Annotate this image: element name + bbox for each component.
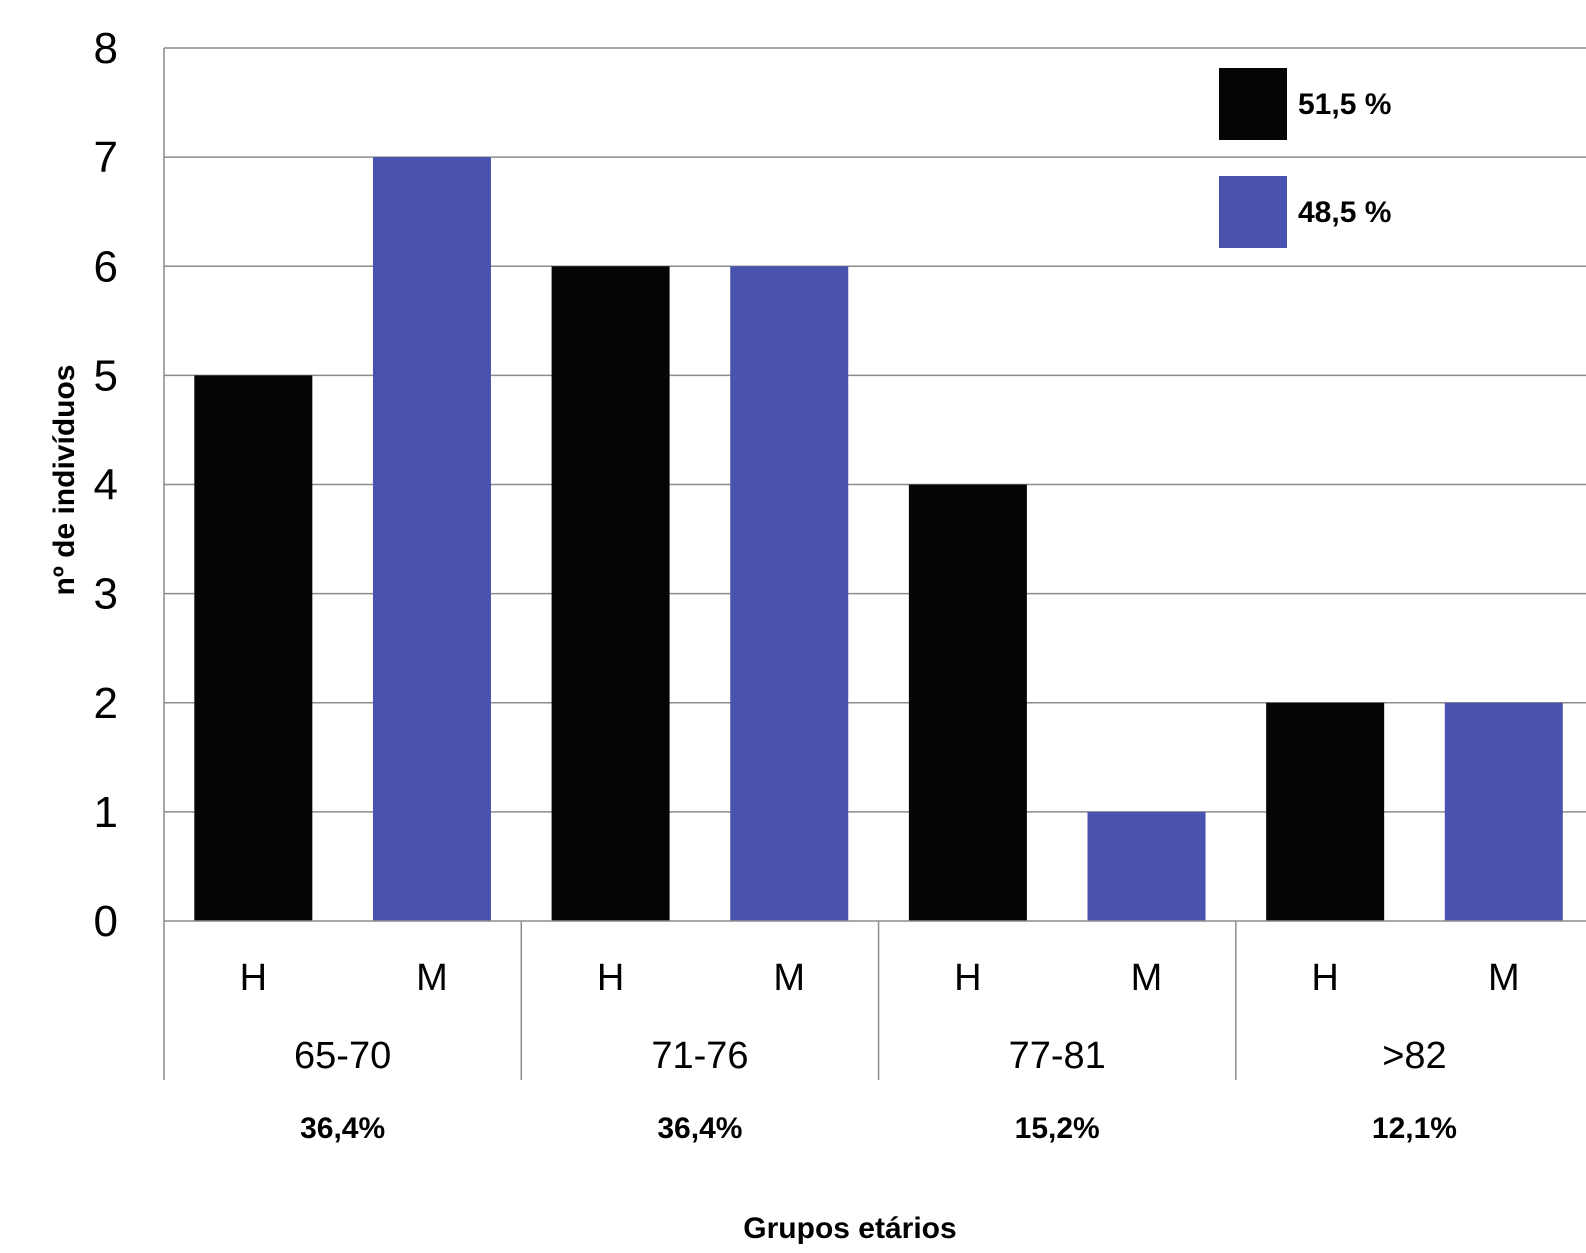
x-group-label: 77-81 — [1009, 1035, 1106, 1077]
bar — [372, 157, 491, 921]
x-subcategory-label: M — [1131, 957, 1163, 999]
bar — [730, 266, 849, 921]
x-group-label: >82 — [1382, 1035, 1446, 1077]
legend-label: 51,5 % — [1298, 88, 1391, 121]
group-percent-label: 12,1% — [1372, 1112, 1457, 1145]
group-percent-label: 36,4% — [657, 1112, 742, 1145]
x-subcategory-label: M — [416, 957, 448, 999]
x-subcategory-label: M — [773, 957, 805, 999]
y-axis-title: nº de indivíduos — [48, 365, 81, 596]
x-subcategory-label: H — [954, 957, 981, 999]
bar — [1266, 702, 1385, 921]
y-tick-label: 0 — [94, 897, 118, 946]
x-group-label: 65-70 — [294, 1035, 391, 1077]
legend-label: 48,5 % — [1298, 196, 1391, 229]
axes — [163, 48, 1586, 1080]
y-tick-label: 3 — [94, 570, 118, 619]
y-tick-label: 4 — [94, 461, 118, 510]
bar — [194, 375, 313, 921]
x-subcategory-label: M — [1488, 957, 1520, 999]
y-tick-label: 8 — [94, 24, 118, 73]
group-percent-label: 15,2% — [1015, 1112, 1100, 1145]
x-group-label: 71-76 — [651, 1035, 748, 1077]
bar — [908, 484, 1027, 921]
legend-swatch — [1219, 176, 1287, 248]
bars — [194, 157, 1563, 921]
y-tick-label: 6 — [94, 242, 118, 291]
y-tick-label: 2 — [94, 679, 118, 728]
y-tick-label: 7 — [94, 133, 118, 182]
x-subcategory-label: H — [597, 957, 624, 999]
y-tick-label: 5 — [94, 351, 118, 400]
bar — [1444, 702, 1563, 921]
bar — [551, 266, 670, 921]
legend-swatch — [1219, 68, 1287, 140]
x-subcategory-label: H — [1311, 957, 1338, 999]
group-percent-label: 36,4% — [300, 1112, 385, 1145]
x-subcategory-label: H — [240, 957, 267, 999]
bar — [1087, 811, 1206, 921]
x-axis-title: Grupos etários — [743, 1212, 956, 1245]
axis-labels: 0 1 2 3 4 5 6 7 8 H M 65-70 36,4% H M 71-76 36,4% H M 77-81… — [94, 24, 1520, 1145]
legend: 51,5 % 48,5 % — [1219, 68, 1391, 248]
y-tick-label: 1 — [94, 788, 118, 837]
